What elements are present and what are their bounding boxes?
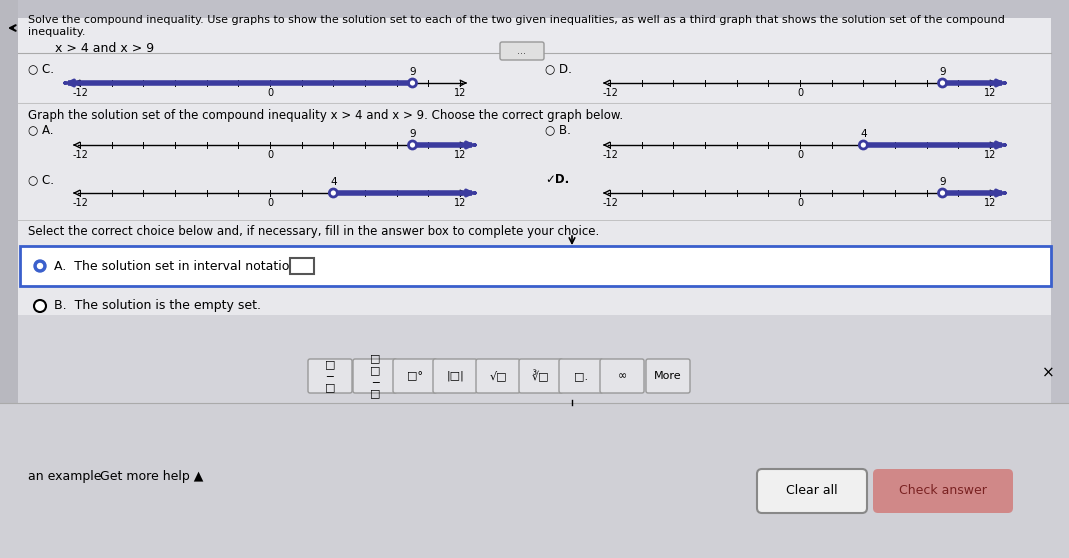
FancyBboxPatch shape (0, 0, 18, 558)
Text: 12: 12 (983, 88, 996, 98)
Text: 12: 12 (454, 150, 466, 160)
Text: Get more help ▲: Get more help ▲ (100, 470, 203, 483)
Text: ○ A.: ○ A. (28, 123, 53, 136)
Text: 12: 12 (983, 150, 996, 160)
FancyBboxPatch shape (353, 359, 397, 393)
FancyBboxPatch shape (18, 18, 1051, 470)
Text: A.  The solution set in interval notation is: A. The solution set in interval notation… (55, 259, 311, 272)
FancyBboxPatch shape (559, 359, 603, 393)
Text: ...: ... (517, 46, 527, 56)
FancyBboxPatch shape (520, 359, 563, 393)
FancyBboxPatch shape (600, 359, 644, 393)
Text: ∛□: ∛□ (532, 370, 549, 382)
Text: 0: 0 (267, 88, 273, 98)
Text: 4: 4 (861, 129, 867, 139)
FancyBboxPatch shape (0, 403, 1069, 558)
Circle shape (37, 263, 43, 268)
Circle shape (329, 189, 338, 197)
FancyBboxPatch shape (18, 18, 1051, 102)
Text: Clear all: Clear all (786, 484, 838, 498)
FancyBboxPatch shape (308, 359, 352, 393)
Text: 9: 9 (409, 129, 416, 139)
FancyBboxPatch shape (393, 359, 437, 393)
Text: inequality.: inequality. (28, 27, 86, 37)
Text: Solve the compound inequality. Use graphs to show the solution set to each of th: Solve the compound inequality. Use graph… (28, 15, 1005, 25)
Text: 0: 0 (796, 198, 803, 208)
Text: ×: × (1041, 365, 1054, 381)
Text: ○ B.: ○ B. (545, 123, 571, 136)
Circle shape (859, 141, 867, 149)
Text: ○ C.: ○ C. (28, 62, 55, 75)
Text: x > 4 and x > 9: x > 4 and x > 9 (55, 42, 154, 55)
Text: Check answer: Check answer (899, 484, 987, 498)
Text: More: More (654, 371, 682, 381)
FancyBboxPatch shape (757, 469, 867, 513)
Text: ○ D.: ○ D. (545, 62, 572, 75)
FancyBboxPatch shape (646, 359, 690, 393)
Text: B.  The solution is the empty set.: B. The solution is the empty set. (55, 300, 261, 312)
Circle shape (34, 300, 46, 312)
FancyBboxPatch shape (500, 42, 544, 60)
Text: 9: 9 (409, 67, 416, 77)
Text: |□|: |□| (446, 371, 464, 381)
Text: ✓D.: ✓D. (545, 173, 570, 186)
Text: □
─
□: □ ─ □ (325, 359, 336, 393)
Text: 4: 4 (330, 177, 337, 187)
Circle shape (408, 141, 417, 149)
Text: Graph the solution set of the compound inequality x > 4 and x > 9. Choose the co: Graph the solution set of the compound i… (28, 109, 623, 122)
FancyBboxPatch shape (20, 246, 1051, 286)
Text: ∞: ∞ (618, 371, 626, 381)
Text: □
□
─
□: □ □ ─ □ (370, 354, 381, 398)
Text: 12: 12 (454, 198, 466, 208)
FancyBboxPatch shape (18, 315, 1051, 403)
Text: 0: 0 (796, 150, 803, 160)
Circle shape (939, 189, 946, 197)
Text: 9: 9 (940, 67, 946, 77)
Text: ○ C.: ○ C. (28, 173, 55, 186)
Text: 12: 12 (983, 198, 996, 208)
Text: -12: -12 (72, 198, 88, 208)
Circle shape (34, 260, 46, 272)
Text: -12: -12 (602, 150, 618, 160)
Text: 9: 9 (940, 177, 946, 187)
Text: 0: 0 (267, 150, 273, 160)
Text: Select the correct choice below and, if necessary, fill in the answer box to com: Select the correct choice below and, if … (28, 225, 600, 238)
Text: -12: -12 (602, 88, 618, 98)
Circle shape (939, 79, 946, 87)
FancyBboxPatch shape (433, 359, 477, 393)
Circle shape (408, 79, 417, 87)
Text: -12: -12 (72, 88, 88, 98)
FancyBboxPatch shape (290, 258, 314, 274)
FancyBboxPatch shape (476, 359, 520, 393)
Text: -12: -12 (602, 198, 618, 208)
Text: √□: √□ (490, 371, 507, 381)
Text: 0: 0 (267, 198, 273, 208)
Text: □°: □° (407, 371, 423, 381)
FancyBboxPatch shape (873, 469, 1013, 513)
Text: □.: □. (574, 371, 588, 381)
Text: an example: an example (28, 470, 102, 483)
Text: 12: 12 (454, 88, 466, 98)
Text: 0: 0 (796, 88, 803, 98)
Text: -12: -12 (72, 150, 88, 160)
